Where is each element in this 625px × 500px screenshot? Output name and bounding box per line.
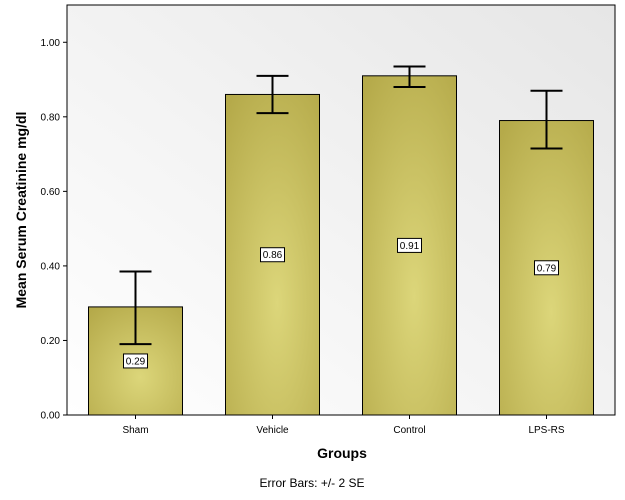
y-axis-title: Mean Serum Creatinine mg/dl [13, 112, 29, 309]
data-label-box [123, 353, 148, 369]
x-axis: Sham Vehicle Control LPS-RS [122, 415, 565, 436]
y-tick-label: 0.80 [41, 112, 61, 123]
data-label-box [260, 247, 285, 263]
data-labels-group: 0.29 0.86 0.91 0.79 [123, 237, 559, 369]
x-tick-label: Control [393, 425, 425, 436]
y-tick-label: 0.60 [41, 187, 61, 198]
data-label: 0.86 [263, 250, 283, 261]
data-label: 0.29 [126, 356, 146, 367]
x-tick-label: Vehicle [256, 425, 289, 436]
x-tick-label: LPS-RS [528, 425, 564, 436]
y-tick-label: 0.20 [41, 336, 61, 347]
error-bars-group [119, 65, 563, 346]
data-label: 0.91 [400, 241, 420, 252]
x-tick-label: Sham [122, 425, 148, 436]
data-label-box [534, 260, 559, 276]
x-axis-title: Groups [317, 445, 367, 461]
data-label: 0.79 [537, 263, 557, 274]
data-label-box [397, 237, 422, 253]
y-tick-label: 0.40 [41, 261, 61, 272]
y-tick-label: 1.00 [41, 38, 61, 49]
y-tick-label: 0.00 [41, 411, 61, 422]
y-axis: 0.00 0.20 0.40 0.60 0.80 1.00 [41, 38, 67, 422]
footnote: Error Bars: +/- 2 SE [259, 476, 364, 490]
